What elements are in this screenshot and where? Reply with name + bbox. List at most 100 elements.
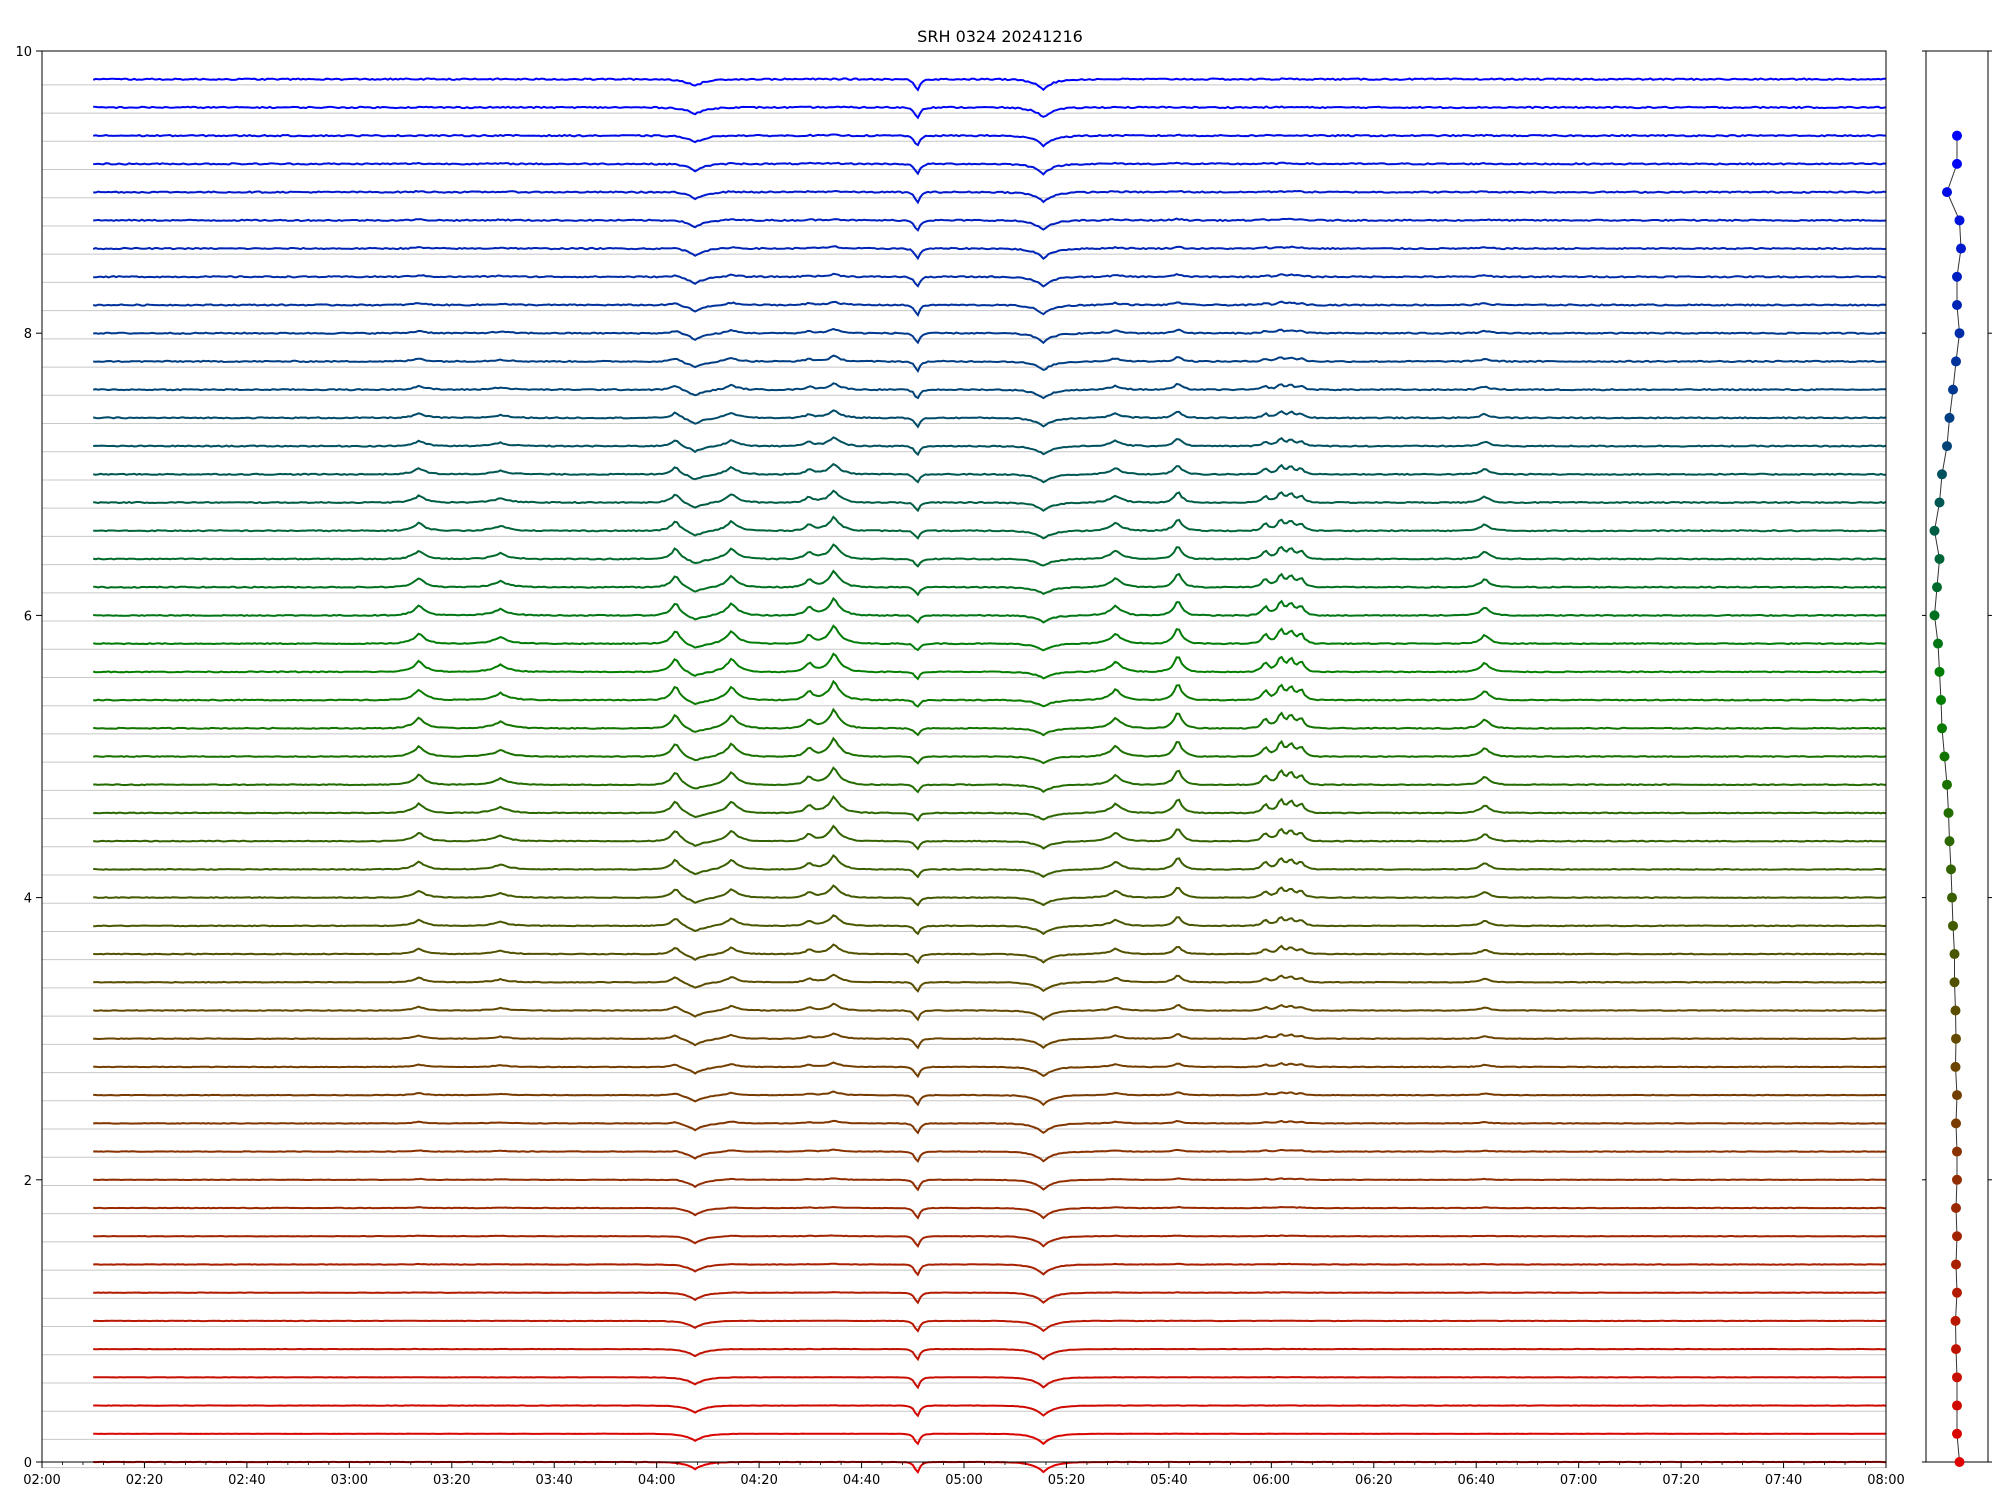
side-point xyxy=(1932,582,1942,593)
y-tick-label: 2 xyxy=(24,1174,32,1189)
x-tick-label: 08:00 xyxy=(1867,1473,1904,1488)
side-point xyxy=(1952,1090,1962,1101)
side-point xyxy=(1948,384,1958,395)
series-line xyxy=(93,1319,1887,1333)
series-line xyxy=(93,217,1886,232)
series-line xyxy=(92,736,1887,765)
series-line xyxy=(93,884,1887,907)
series-line xyxy=(93,596,1887,624)
x-tick-label: 03:00 xyxy=(331,1473,368,1488)
side-point xyxy=(1950,1061,1961,1072)
x-tick-label: 04:40 xyxy=(843,1473,880,1488)
series-line xyxy=(93,489,1887,513)
series-line xyxy=(93,1090,1887,1107)
side-point xyxy=(1952,1231,1962,1242)
side-point xyxy=(1947,892,1957,903)
side-point xyxy=(1934,553,1945,564)
series-line xyxy=(93,973,1887,993)
series-line xyxy=(93,707,1887,737)
series-line xyxy=(93,1205,1887,1220)
series-line xyxy=(93,515,1887,540)
series-line xyxy=(92,77,1886,92)
x-tick-label: 07:20 xyxy=(1662,1473,1699,1488)
series-line xyxy=(92,245,1887,261)
side-point xyxy=(1942,779,1952,790)
series-line xyxy=(93,1119,1887,1135)
side-point xyxy=(1952,299,1962,310)
series-line xyxy=(93,1148,1887,1164)
side-point xyxy=(1949,949,1960,960)
y-tick-label: 0 xyxy=(24,1456,32,1471)
x-tick-label: 02:00 xyxy=(23,1473,60,1488)
side-point xyxy=(1946,864,1956,875)
x-tick-label: 03:20 xyxy=(433,1473,470,1488)
side-point xyxy=(1951,1259,1961,1270)
side-point xyxy=(1951,1033,1961,1044)
side-point xyxy=(1951,356,1961,367)
x-tick-label: 06:20 xyxy=(1355,1473,1392,1488)
side-point xyxy=(1956,243,1966,254)
side-point xyxy=(1943,807,1954,818)
side-point xyxy=(1952,158,1962,169)
side-point xyxy=(1950,1005,1961,1016)
y-tick-label: 6 xyxy=(24,609,32,624)
series-line xyxy=(93,1404,1887,1418)
x-tick-label: 05:40 xyxy=(1150,1473,1187,1488)
x-tick-label: 04:20 xyxy=(740,1473,777,1488)
side-point xyxy=(1952,1146,1962,1157)
side-point xyxy=(1948,920,1958,931)
series-line xyxy=(93,133,1887,148)
x-axis: 02:00 02:20 02:40 03:00 03:20 03:40 04:00 04:20… xyxy=(23,1462,1905,1488)
side-point xyxy=(1939,751,1950,762)
series-line xyxy=(93,105,1887,120)
x-tick-label: 04:00 xyxy=(638,1473,675,1488)
series-line xyxy=(93,382,1886,400)
series-line xyxy=(93,1234,1886,1249)
series-line xyxy=(93,1432,1887,1446)
series-line xyxy=(93,1347,1887,1362)
series-line xyxy=(93,1291,1887,1305)
side-point xyxy=(1952,1174,1962,1185)
series-line xyxy=(93,1262,1886,1277)
side-point xyxy=(1951,1203,1961,1214)
series-line xyxy=(93,462,1886,484)
x-tick-label: 05:20 xyxy=(1048,1473,1085,1488)
series-line xyxy=(93,943,1887,965)
side-point xyxy=(1944,412,1955,423)
side-point xyxy=(1929,525,1940,536)
side-point xyxy=(1952,130,1962,141)
side-point xyxy=(1951,1118,1961,1129)
x-tick-label: 05:00 xyxy=(945,1473,982,1488)
series-line xyxy=(92,409,1887,429)
series-line xyxy=(93,679,1886,708)
y-tick-label: 8 xyxy=(24,327,32,342)
side-point xyxy=(1954,328,1965,339)
series-line xyxy=(93,189,1887,205)
x-tick-label: 07:00 xyxy=(1560,1473,1597,1488)
series-line xyxy=(92,652,1887,681)
side-point xyxy=(1952,1372,1962,1383)
side-point xyxy=(1949,977,1960,988)
series-line xyxy=(93,354,1887,373)
side-point xyxy=(1952,1400,1962,1411)
x-tick-label: 06:00 xyxy=(1253,1473,1290,1488)
x-tick-label: 02:40 xyxy=(228,1473,265,1488)
side-point xyxy=(1951,1344,1961,1355)
x-tick-label: 02:20 xyxy=(126,1473,163,1488)
series-line xyxy=(93,1002,1887,1022)
side-point xyxy=(1934,497,1945,508)
side-point xyxy=(1933,638,1943,649)
series-line xyxy=(93,161,1887,176)
side-point xyxy=(1952,271,1962,282)
series-line xyxy=(93,327,1887,345)
x-tick-label: 07:40 xyxy=(1765,1473,1802,1488)
series-line xyxy=(93,824,1887,851)
series-line xyxy=(93,1460,1886,1474)
y-tick-label: 4 xyxy=(24,892,32,907)
y-tick-label: 10 xyxy=(15,45,32,60)
series-line xyxy=(93,1177,1887,1192)
x-tick-label: 03:40 xyxy=(535,1473,572,1488)
series-line xyxy=(93,766,1887,794)
y-axis: 0 2 4 6 8 10 xyxy=(15,45,42,1471)
